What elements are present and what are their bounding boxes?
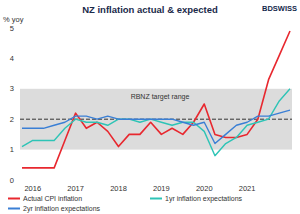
legend-label: Actual CPI inflation	[23, 195, 82, 202]
y-tick-label: 1	[10, 145, 14, 154]
legend-label: 1yr inflation expectations	[165, 195, 243, 203]
y-tick-label: 3	[10, 84, 14, 93]
title: NZ inflation actual & expected	[82, 4, 218, 15]
y-tick-label: 4	[10, 54, 14, 63]
series-line	[22, 89, 290, 156]
legend-entry: 2yr inflation expectations	[8, 205, 101, 213]
chart: NZ inflation actual & expectedBDSWISS% y…	[0, 0, 300, 214]
series-line	[22, 31, 290, 168]
y-tick-label: 0	[10, 176, 14, 185]
legend-swatch	[8, 198, 20, 200]
x-tick-label: 2017	[67, 184, 84, 193]
legend-swatch	[8, 208, 20, 210]
y-tick-label: 2	[10, 115, 14, 124]
x-tick-label: 2018	[110, 184, 127, 193]
plot-area	[20, 31, 292, 168]
x-tick-label: 2019	[153, 184, 170, 193]
x-tick-label: 2021	[239, 184, 256, 193]
legend-label: 2yr inflation expectations	[23, 205, 101, 213]
legend-swatch	[150, 198, 162, 200]
x-tick-label: 2016	[24, 184, 41, 193]
target-band	[20, 89, 292, 150]
annotation: RBNZ target range	[131, 93, 190, 101]
x-tick-label: 2020	[196, 184, 213, 193]
logo: BDSWISS	[262, 4, 297, 13]
series-line	[22, 110, 290, 143]
y-tick-label: 5	[10, 24, 14, 33]
legend-entry: Actual CPI inflation	[8, 195, 82, 202]
legend-entry: 1yr inflation expectations	[150, 195, 243, 203]
